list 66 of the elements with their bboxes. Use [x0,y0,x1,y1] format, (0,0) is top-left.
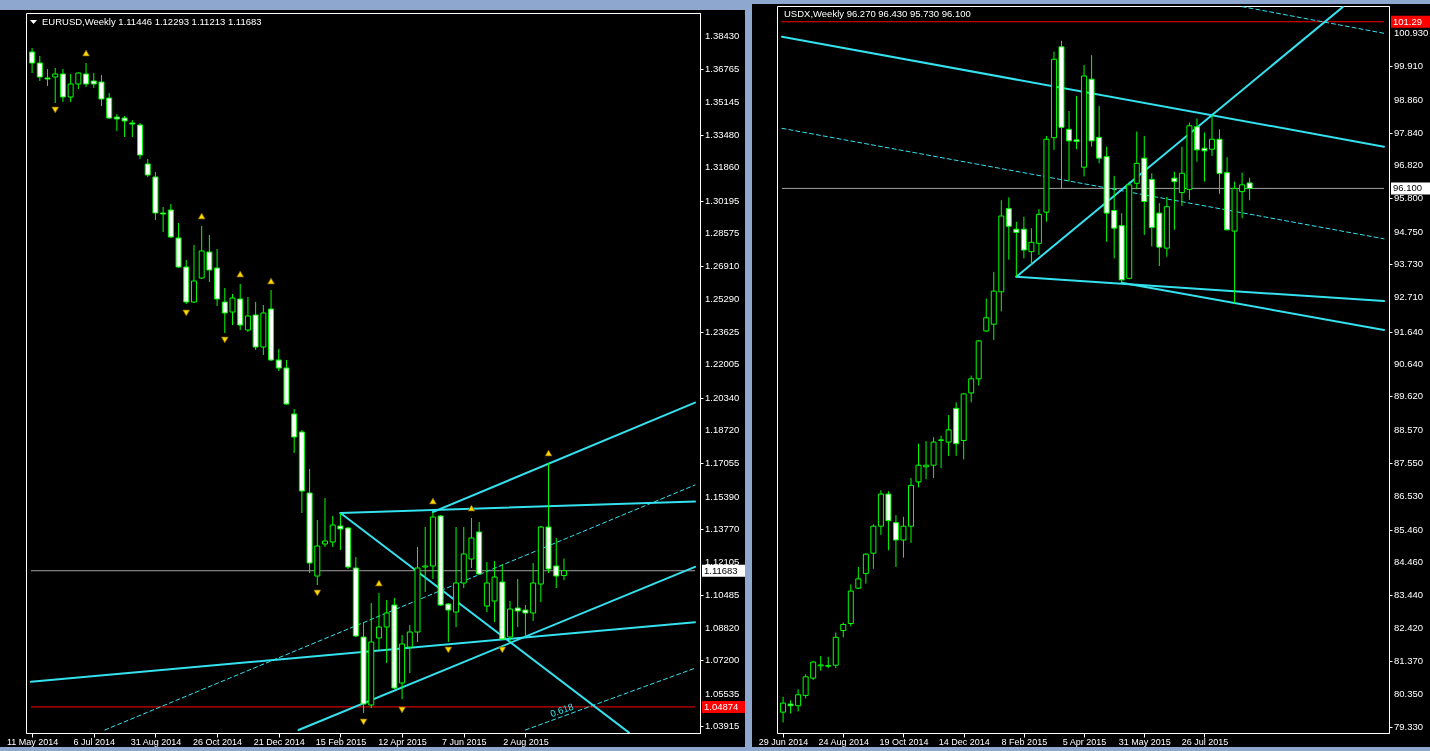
x-tick-label: 31 May 2015 [1118,736,1171,747]
x-tick-label: 26 Jul 2015 [1181,736,1229,747]
y-tick-label: 99.910 [1394,60,1424,72]
ref-line-label: 1.04874 [704,700,739,712]
y-tick-label: 88.570 [1394,424,1424,436]
y-tick-label: 1.17055 [705,457,740,469]
y-tick-label: 81.370 [1394,655,1424,667]
y-tick-label: 91.640 [1394,325,1424,337]
y-tick-label: 89.620 [1394,390,1424,402]
y-tick-label: 90.640 [1394,357,1424,369]
y-tick-label: 1.25290 [705,292,740,304]
y-tick-label: 1.13770 [705,523,740,534]
y-tick-label: 92.710 [1394,291,1424,303]
y-tick-label: 1.26910 [705,260,740,272]
x-tick-label: 31 Aug 2014 [130,736,182,747]
y-tick-label: 98.860 [1394,93,1424,105]
y-tick-label: 94.750 [1394,225,1424,237]
x-tick-label: 5 Apr 2015 [1062,736,1107,747]
y-tick-label: 1.18720 [705,424,740,435]
x-tick-label: 19 Oct 2014 [879,736,929,747]
y-tick-label: 85.460 [1394,524,1424,536]
y-tick-label: 1.15390 [705,490,740,502]
x-tick-label: 2 Aug 2015 [503,736,549,747]
y-tick-label: 1.05535 [705,687,740,699]
y-tick-label: 97.840 [1394,126,1424,138]
x-tick-label: 26 Oct 2014 [193,736,243,747]
x-tick-label: 8 Feb 2015 [1001,736,1048,747]
y-tick-label: 1.36765 [705,63,740,75]
x-tick-label: 6 Jul 2014 [73,736,116,747]
y-tick-label: 93.730 [1394,258,1424,270]
y-tick-label: 100.930 [1394,27,1429,39]
x-tick-label: 24 Aug 2014 [818,736,870,747]
y-tick-label: 1.30195 [705,194,740,206]
x-tick-label: 14 Dec 2014 [938,736,990,747]
y-tick-label: 95.800 [1394,192,1424,204]
x-tick-label: 29 Jun 2014 [758,736,809,747]
y-tick-label: 84.460 [1394,556,1424,568]
y-tick-label: 1.08820 [705,622,740,633]
y-tick-label: 96.820 [1394,159,1424,171]
y-tick-label: 1.20340 [705,391,740,403]
y-tick-label: 79.330 [1394,720,1424,732]
ref-line-label: 101.29 [1393,15,1423,27]
y-tick-label: 1.35145 [705,95,740,107]
y-tick-label: 86.530 [1394,489,1424,501]
y-tick-label: 82.420 [1394,621,1424,633]
y-tick-label: 1.10485 [705,588,740,600]
ref-line-label: 96.100 [1393,182,1423,194]
chart-title: USDX,Weekly 96.270 96.430 95.730 96.100 [784,8,971,19]
y-tick-label: 80.350 [1394,688,1424,700]
y-tick-label: 1.28575 [705,226,740,238]
x-tick-label: 12 Apr 2015 [378,736,427,747]
y-tick-label: 1.03915 [705,720,740,732]
y-tick-label: 83.440 [1394,588,1424,600]
annotation: 0.618 [548,700,575,720]
x-tick-label: 15 Feb 2015 [315,736,367,747]
y-tick-label: 1.33480 [705,128,740,140]
y-tick-label: 87.550 [1394,456,1424,468]
y-tick-label: 1.07200 [705,654,740,666]
x-tick-label: 7 Jun 2015 [441,736,487,747]
x-tick-label: 21 Dec 2014 [253,736,305,747]
y-tick-label: 1.38430 [705,29,740,41]
y-tick-label: 1.22005 [705,358,740,370]
y-tick-label: 1.23625 [705,325,740,337]
y-tick-label: 1.31860 [705,161,740,173]
chart-title: EURUSD,Weekly 1.11446 1.12293 1.11213 1.11683 [42,16,262,27]
x-tick-label: 11 May 2014 [6,736,59,747]
